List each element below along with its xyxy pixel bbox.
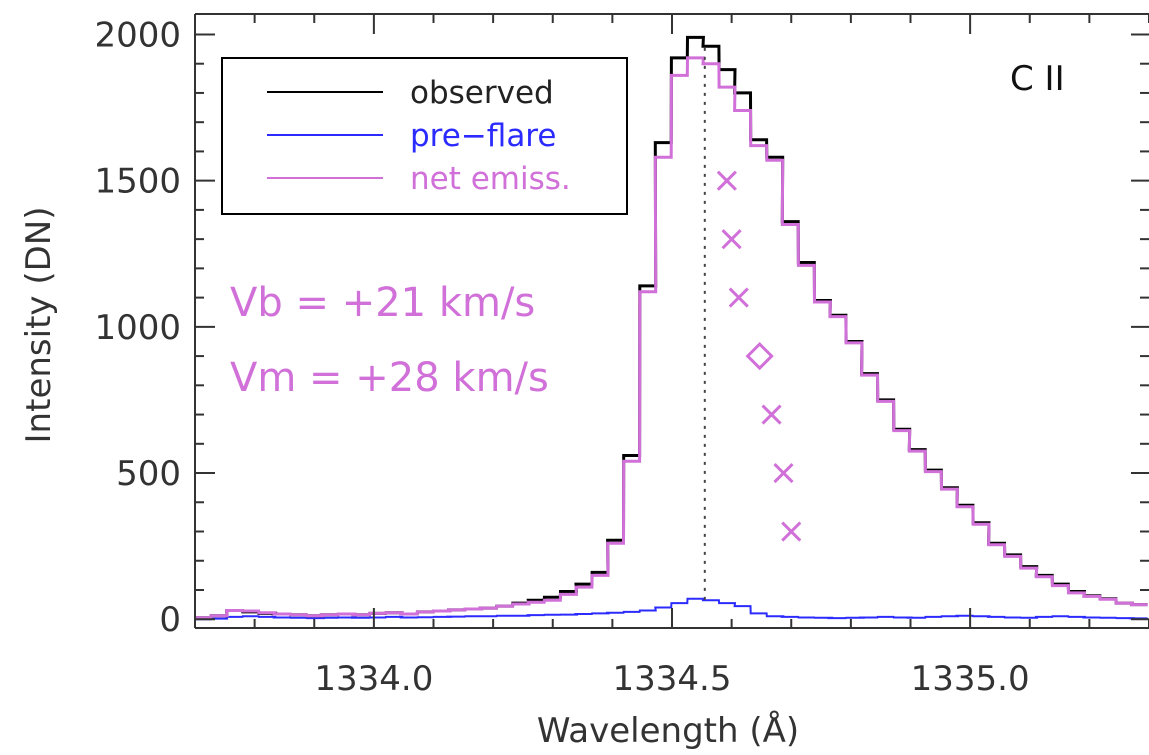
- species-label: C II: [1010, 59, 1065, 99]
- axes-layer: 0 500 1000 1500 2000 1334.0 1334.5 1335.0: [94, 13, 1149, 699]
- bisector-x-marker: [773, 462, 794, 484]
- x-axis-title: Wavelength (Å): [537, 710, 799, 751]
- legend-label-net-emiss: net emiss.: [410, 161, 571, 197]
- bisector-markers: [716, 170, 802, 542]
- x-tick-label: 1334.0: [314, 659, 433, 699]
- y-tick-label: 0: [159, 600, 181, 640]
- x-tick-label: 1335.0: [911, 659, 1030, 699]
- bisector-x-marker: [716, 170, 737, 191]
- bisector-x-marker: [728, 287, 749, 308]
- y-tick-label: 500: [116, 454, 181, 494]
- series-net-emiss: [195, 56, 1148, 620]
- vb-annotation: Vb = +21 km/s: [230, 280, 535, 326]
- bisector-x-marker: [721, 229, 742, 250]
- legend: observed pre−flare net emiss.: [221, 57, 628, 215]
- series-pre-flare: [195, 597, 1148, 621]
- legend-label-observed: observed: [410, 75, 554, 111]
- y-axis-title: Intensity (DN): [19, 207, 59, 444]
- y-tick-label: 2000: [94, 15, 181, 55]
- bisector-x-marker: [781, 521, 802, 542]
- series-layer: [195, 35, 1148, 621]
- bisector-diamond-marker: [745, 341, 774, 371]
- y-tick-label: 1000: [94, 308, 181, 348]
- legend-label-pre-flare: pre−flare: [410, 118, 556, 154]
- bisector-x-marker: [761, 404, 782, 425]
- vm-annotation: Vm = +28 km/s: [230, 355, 549, 401]
- y-tick-label: 1500: [94, 162, 181, 202]
- x-tick-label: 1334.5: [613, 659, 732, 699]
